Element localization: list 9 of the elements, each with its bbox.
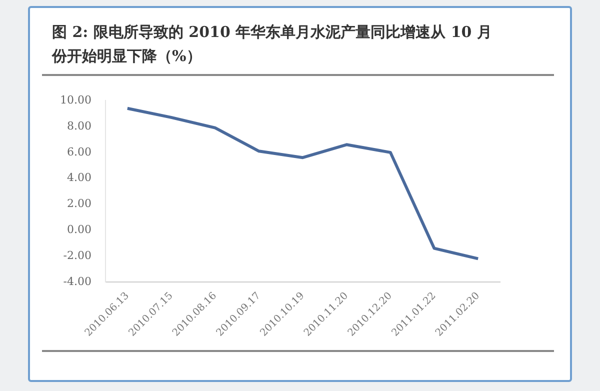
y-tick-label: 6.00 [66, 145, 92, 158]
y-tick-label: 10.00 [60, 93, 92, 106]
y-tick-label: -4.00 [63, 274, 92, 288]
y-tick-label: 2.00 [66, 197, 92, 210]
chart-title: 图 2: 限电所导致的 2010 年华东单月水泥产量同比增速从 10 月份开始明显下降（%） [52, 22, 493, 67]
y-tick-label: 8.00 [66, 119, 92, 132]
y-tick-label: 4.00 [66, 171, 92, 184]
y-tick-label: -2.00 [63, 248, 92, 262]
y-tick-label: 0.00 [66, 223, 92, 236]
